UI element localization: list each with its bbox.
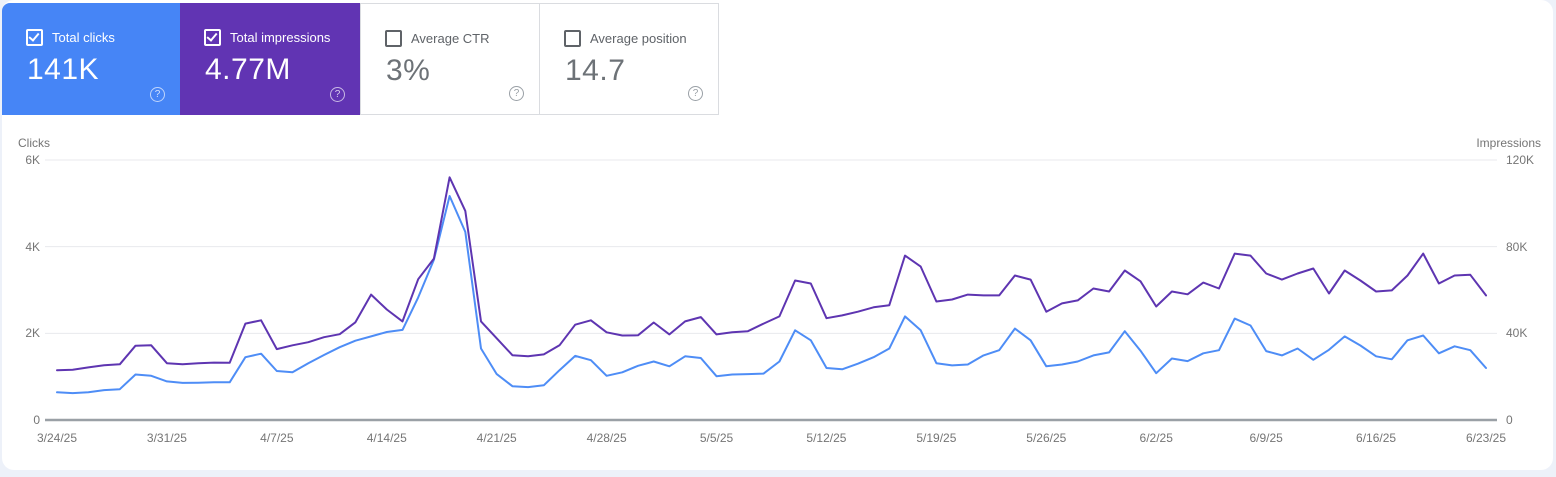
y-axis-tick-right: 0 bbox=[1506, 413, 1513, 427]
card-total-impressions[interactable]: Total impressions 4.77M ? bbox=[180, 3, 360, 115]
total-clicks-label: Total clicks bbox=[52, 30, 115, 45]
total-impressions-checkbox[interactable] bbox=[204, 29, 221, 46]
average-ctr-label: Average CTR bbox=[411, 31, 490, 46]
total-clicks-value: 141K bbox=[27, 53, 100, 86]
x-axis-label: 4/28/25 bbox=[586, 431, 627, 445]
x-axis-label: 5/12/25 bbox=[806, 431, 847, 445]
card-total-clicks[interactable]: Total clicks 141K ? bbox=[2, 3, 180, 115]
x-axis-label: 4/7/25 bbox=[260, 431, 294, 445]
help-icon[interactable]: ? bbox=[330, 87, 345, 102]
x-axis-label: 4/14/25 bbox=[366, 431, 407, 445]
impressions-line bbox=[56, 176, 1487, 372]
y-axis-tick-right: 40K bbox=[1506, 326, 1528, 341]
y-axis-tick-left: 0 bbox=[33, 413, 40, 427]
average-position-checkbox[interactable] bbox=[564, 30, 581, 47]
y-axis-tick-right: 80K bbox=[1506, 239, 1528, 254]
average-ctr-value: 3% bbox=[386, 54, 431, 87]
left-axis-title: Clicks bbox=[18, 136, 50, 150]
average-position-value: 14.7 bbox=[565, 54, 626, 87]
card-average-ctr[interactable]: Average CTR 3% ? bbox=[360, 3, 540, 115]
right-axis-title: Impressions bbox=[1476, 136, 1541, 150]
x-axis-label: 3/31/25 bbox=[146, 431, 187, 445]
total-impressions-label: Total impressions bbox=[230, 30, 331, 45]
x-axis-label: 5/5/25 bbox=[699, 431, 734, 445]
x-axis-label: 5/26/25 bbox=[1026, 431, 1067, 445]
card-average-position[interactable]: Average position 14.7 ? bbox=[539, 3, 719, 115]
help-icon[interactable]: ? bbox=[688, 86, 703, 101]
y-axis-tick-left: 2K bbox=[25, 326, 40, 341]
x-axis-label: 6/2/25 bbox=[1139, 431, 1173, 445]
x-axis-label: 6/16/25 bbox=[1356, 431, 1397, 445]
total-impressions-value: 4.77M bbox=[205, 53, 291, 86]
help-icon[interactable]: ? bbox=[509, 86, 524, 101]
x-axis-label: 6/9/25 bbox=[1249, 431, 1283, 445]
y-axis-tick-right: 120K bbox=[1506, 153, 1535, 167]
help-icon[interactable]: ? bbox=[150, 87, 165, 102]
x-axis-label: 4/21/25 bbox=[476, 431, 517, 445]
average-ctr-checkbox[interactable] bbox=[385, 30, 402, 47]
x-axis-label: 6/23/25 bbox=[1465, 431, 1507, 445]
y-axis-tick-left: 6K bbox=[25, 153, 40, 167]
y-axis-tick-left: 4K bbox=[25, 239, 40, 254]
x-axis-label: 5/19/25 bbox=[916, 431, 957, 445]
x-axis-label: 3/24/25 bbox=[36, 431, 78, 445]
metric-cards-row: Total clicks 141K ? Total impressions 4.… bbox=[2, 3, 719, 115]
total-clicks-checkbox[interactable] bbox=[26, 29, 43, 46]
average-position-label: Average position bbox=[590, 31, 687, 46]
clicks-line bbox=[56, 195, 1487, 395]
